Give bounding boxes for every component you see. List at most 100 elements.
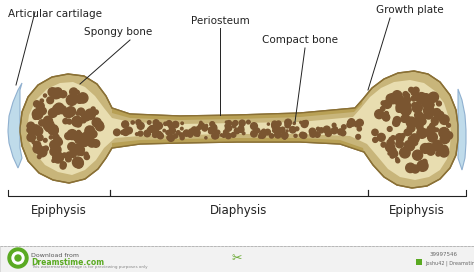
Circle shape [166,131,170,135]
Circle shape [78,93,88,103]
Circle shape [37,135,43,141]
Circle shape [416,92,427,104]
Circle shape [152,132,158,137]
Circle shape [199,123,205,129]
Circle shape [414,118,424,128]
Circle shape [332,123,336,127]
Circle shape [59,94,62,97]
Circle shape [357,127,361,131]
Circle shape [340,130,346,136]
Circle shape [403,96,410,103]
Circle shape [88,138,96,147]
Circle shape [227,120,231,125]
Circle shape [412,150,423,160]
Circle shape [309,128,316,135]
Circle shape [405,93,410,98]
Circle shape [202,126,208,131]
Circle shape [232,124,236,128]
Circle shape [373,137,378,142]
Circle shape [84,152,88,156]
Circle shape [85,126,95,136]
Text: Growth plate: Growth plate [376,5,444,15]
Circle shape [77,108,84,115]
Circle shape [36,107,42,113]
Circle shape [445,132,453,139]
Circle shape [75,144,82,150]
Circle shape [84,136,93,144]
Circle shape [33,144,42,153]
Circle shape [126,127,132,134]
Circle shape [66,119,71,124]
Circle shape [387,126,392,131]
Circle shape [53,134,59,140]
Circle shape [437,112,442,117]
Text: Dreamstime.com: Dreamstime.com [31,258,104,267]
Circle shape [114,129,120,136]
Circle shape [418,119,421,122]
Circle shape [205,125,208,127]
Circle shape [432,147,436,151]
Circle shape [418,115,421,119]
Circle shape [72,116,82,127]
Circle shape [33,114,38,119]
Circle shape [422,98,432,108]
Circle shape [401,134,405,138]
Circle shape [392,91,402,100]
Circle shape [52,159,55,162]
Circle shape [54,88,62,95]
Circle shape [408,137,414,142]
Circle shape [67,129,77,140]
Circle shape [426,132,431,137]
Circle shape [231,132,236,137]
Circle shape [73,144,84,155]
Circle shape [280,127,285,132]
Circle shape [403,115,410,122]
Circle shape [430,101,433,104]
Circle shape [157,133,164,139]
Text: Compact bone: Compact bone [262,35,338,45]
Circle shape [149,126,155,132]
Circle shape [386,94,395,103]
Circle shape [383,100,392,108]
Circle shape [50,88,61,99]
Circle shape [411,89,418,95]
Circle shape [8,248,28,268]
Polygon shape [112,99,363,120]
Circle shape [262,129,265,132]
Circle shape [400,147,410,158]
Circle shape [406,163,415,172]
Circle shape [285,119,292,126]
Circle shape [304,120,308,125]
Circle shape [223,132,227,136]
Circle shape [67,136,71,139]
Circle shape [409,87,413,92]
Circle shape [154,121,159,126]
Circle shape [419,118,426,125]
Circle shape [48,88,56,96]
Circle shape [391,150,398,157]
Circle shape [157,134,162,138]
Circle shape [224,130,227,133]
Circle shape [144,130,151,137]
Circle shape [333,124,336,127]
Text: This watermarked image is for previewing purposes only: This watermarked image is for previewing… [31,265,147,269]
Circle shape [281,128,284,131]
Text: Spongy bone: Spongy bone [84,27,152,37]
Circle shape [60,162,66,168]
Polygon shape [458,89,466,170]
Circle shape [138,131,143,136]
Circle shape [436,111,444,120]
Circle shape [331,128,337,134]
Circle shape [64,108,74,118]
Circle shape [265,132,268,135]
Circle shape [74,159,83,168]
Circle shape [27,133,36,141]
Circle shape [85,109,95,120]
Circle shape [337,129,344,135]
Circle shape [410,134,419,143]
Circle shape [238,125,244,130]
Circle shape [383,114,390,121]
Circle shape [121,131,125,134]
Circle shape [439,148,449,157]
Circle shape [76,91,79,94]
